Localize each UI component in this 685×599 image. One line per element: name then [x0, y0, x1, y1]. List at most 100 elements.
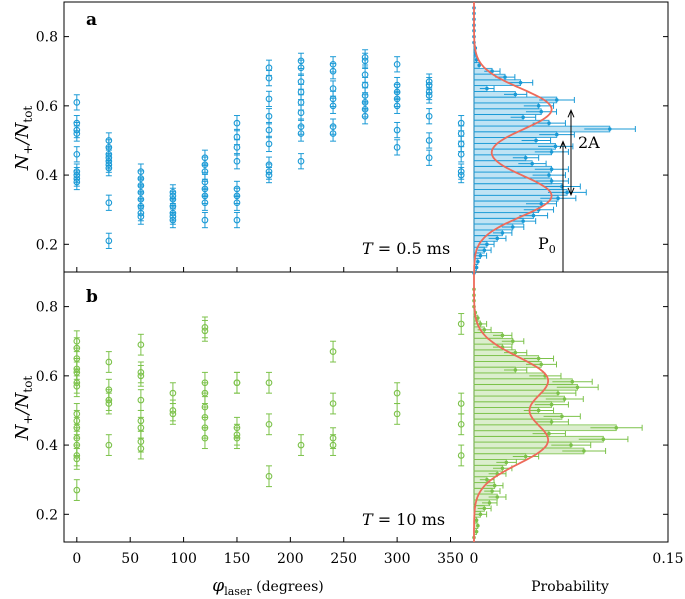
- panel-a-annotation-text: = 0.5 ms: [373, 239, 451, 258]
- panel-b-hist-dot: [549, 402, 554, 407]
- panel-a-hist-dot: [530, 161, 534, 166]
- panel-b-point: [73, 455, 81, 463]
- panel-a-hist-dot: [549, 150, 554, 154]
- xlabel-phi-rest: (degrees): [252, 579, 324, 595]
- amp-arrowhead-top: [567, 109, 575, 118]
- panel-a-point: [393, 102, 401, 110]
- ylabel-b-tot: tot: [21, 376, 35, 393]
- panel-b-hist-dot: [474, 529, 479, 534]
- panel-b-hist-dot: [582, 449, 586, 453]
- panel-a-hist-dot: [523, 155, 528, 160]
- panel-a-point: [265, 95, 273, 103]
- panel-b-histogram: [472, 272, 643, 542]
- panel-a-hist-dot: [547, 173, 551, 177]
- annotation-arrows: [559, 109, 575, 272]
- panel-b-hist-dot: [523, 454, 528, 459]
- panel-b-point: [233, 434, 241, 442]
- panel-b-hist-dot: [500, 466, 505, 471]
- panel-a-annotation-prefix: T: [362, 239, 374, 258]
- panel-a-hist-dot: [549, 179, 554, 183]
- panel-b-hist-dot: [485, 477, 489, 482]
- panel-b-point: [137, 372, 145, 380]
- panel-a-point: [233, 144, 241, 151]
- panel-b-hist-dot: [569, 443, 573, 447]
- panel-b-hist-dot: [513, 350, 518, 355]
- panel-b-hist-dot: [513, 368, 518, 372]
- panel-a-point: [73, 178, 81, 186]
- p0-label-sub: 0: [549, 243, 556, 256]
- panel-a-point: [137, 213, 145, 220]
- panel-a-point: [297, 109, 305, 117]
- panel-a-point: [201, 199, 209, 207]
- panel-a-hist-dot: [553, 144, 558, 149]
- xtick-label: 250: [330, 551, 357, 567]
- panel-b-hist-dot: [474, 518, 479, 522]
- svg-text:N+/Ntot: N+/Ntot: [12, 106, 35, 172]
- panel-a-point: [105, 164, 113, 172]
- panel-a-hist-dot: [476, 259, 480, 264]
- panel-b-hist-dot: [511, 339, 515, 344]
- panel-a-point: [457, 150, 465, 158]
- panel-a-ylabel: N+/Ntot: [12, 106, 35, 172]
- panel-b-hist-dot: [536, 408, 541, 413]
- panel-a-hist-dot: [485, 86, 489, 91]
- panel-b-point: [265, 472, 273, 480]
- panel-b-hist-dot: [492, 483, 497, 488]
- panel-a-point: [105, 237, 113, 245]
- panel-b-point: [73, 382, 81, 390]
- xlabel-phi-symbol: φ: [212, 576, 224, 596]
- ylabel-b-slash: /N: [12, 391, 33, 416]
- ytick-label: 0.8: [36, 30, 58, 46]
- panel-b-ylabel: N+/Ntot: [12, 376, 35, 442]
- xtick-label-prob: 0.15: [652, 551, 683, 567]
- panel-b-hist-dot: [504, 460, 509, 465]
- panel-b-hist-dot: [482, 506, 487, 511]
- panel-b-hist-dot: [562, 397, 567, 401]
- ytick-label: 0.2: [36, 237, 58, 253]
- panel-b-point: [233, 379, 241, 387]
- panel-a-point: [393, 144, 401, 151]
- ytick-label: 0.4: [36, 168, 58, 184]
- panel-b-point: [393, 389, 401, 397]
- panel-a-point: [425, 92, 433, 99]
- panel-b-hist-dot: [556, 391, 560, 395]
- panel-a-hist-dot: [490, 69, 494, 74]
- panel-a-hist-dot: [521, 219, 525, 223]
- panel-a-hist-dot: [539, 202, 544, 206]
- xlabel-phi: φlaser (degrees): [212, 576, 323, 598]
- panel-b-point: [393, 410, 401, 418]
- panel-a-scatter: [73, 49, 465, 249]
- panel-a-point: [393, 60, 401, 68]
- ylabel-a-tot: tot: [21, 106, 35, 123]
- xtick-label: 300: [384, 551, 411, 567]
- p0-label: P0: [538, 234, 556, 256]
- panel-a-point: [233, 216, 241, 224]
- ytick-label: 0.2: [36, 507, 58, 523]
- panel-a-point: [329, 67, 337, 75]
- panel-b-point: [137, 341, 145, 349]
- panel-a-point: [297, 64, 305, 72]
- panel-a-hist-dot: [485, 242, 489, 247]
- panel-a-hist-dot: [511, 225, 515, 229]
- panel-a-hist-dot: [547, 121, 551, 125]
- ytick-label: 0.6: [36, 369, 58, 385]
- panel-b-hist-dot: [500, 333, 505, 338]
- panel-a-hist-dot: [554, 132, 559, 137]
- panel-a-point: [297, 157, 305, 165]
- panel-a-point: [73, 150, 81, 158]
- panel-a-point: [169, 216, 177, 224]
- panel-a-point: [265, 171, 273, 179]
- panel-b-hist-dot: [539, 362, 544, 367]
- panel-a-hist-dot: [536, 104, 541, 108]
- panel-b-hist-dot: [495, 495, 500, 499]
- amp-arrowhead-bottom: [567, 187, 575, 197]
- panel-b-annotation-prefix: T: [362, 510, 374, 529]
- panel-a-histogram: [472, 2, 636, 275]
- panel-b-point: [457, 420, 465, 428]
- panel-b-point: [169, 389, 177, 397]
- panel-b-point: [265, 420, 273, 428]
- panel-a-point: [73, 99, 81, 106]
- panel-b-point: [329, 400, 337, 407]
- panel-b-point: [329, 441, 337, 449]
- panel-b-hist-dot: [490, 489, 494, 493]
